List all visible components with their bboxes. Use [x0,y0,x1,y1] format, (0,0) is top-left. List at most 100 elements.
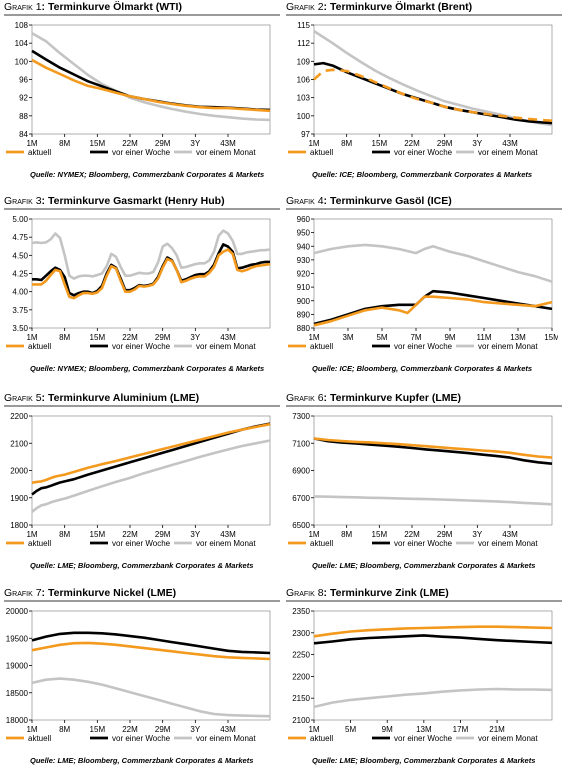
y-tick-label: 20000 [6,607,29,616]
x-tick-label: 3Y [472,530,482,539]
legend-label-monat: vor einem Monat [478,148,538,157]
chart-title-colon: : [41,195,48,207]
y-tick-label: 19500 [6,634,29,643]
x-tick-label: 15M [90,139,106,148]
y-tick-label: 1900 [10,494,28,503]
chart-title-prefix: Grafik 5 [4,392,42,404]
plot-frame [313,610,553,721]
plot-frame [313,415,553,526]
y-tick-label: 84 [19,130,28,139]
y-tick-label: 2200 [292,672,310,681]
x-tick-label: 43M [502,139,518,148]
x-tick-label: 7M [410,333,421,342]
y-tick-label: 18000 [6,716,29,725]
chart-panel-7: Grafik 7: Terminkurve Nickel (LME) 18000 1… [4,587,280,779]
y-tick-label: 1800 [10,521,28,530]
series-line-woche [31,422,271,496]
chart-panel-8: Grafik 8: Terminkurve Zink (LME) 2100 2150… [286,587,562,779]
chart-panel-6: Grafik 6: Terminkurve Kupfer (LME) 6500 67… [286,392,562,584]
y-tick-label: 6700 [292,494,310,503]
chart-source: Quelle: ICE; Bloomberg, Commerzbank Corp… [312,170,533,179]
chart-source: Quelle: ICE; Bloomberg, Commerzbank Corp… [312,364,533,373]
chart-title-colon: : [323,587,330,599]
legend-label-monat: vor einem Monat [196,342,256,351]
legend-label-woche: vor einer Woche [394,342,453,351]
x-tick-label: 1M [308,333,319,342]
chart-title: Grafik 2: Terminkurve Ölmarkt (Brent) [286,1,562,16]
y-tick-label: 890 [297,310,311,319]
x-tick-label: 15M [372,530,388,539]
y-tick-label: 4.50 [12,251,28,260]
x-tick-label: 8M [341,530,352,539]
x-tick-label: 29M [155,725,171,734]
x-tick-label: 22M [122,139,138,148]
x-tick-label: 17M [453,725,469,734]
x-tick-label: 15M [544,333,558,342]
chart-title: Grafik 6: Terminkurve Kupfer (LME) [286,392,562,407]
chart-title-prefix: Grafik 1 [4,1,42,13]
y-tick-label: 112 [297,39,310,48]
x-tick-label: 21M [489,725,505,734]
series-line-monat [31,32,271,122]
chart-title-text: Terminkurve Ölmarkt (Brent) [329,1,473,13]
x-tick-label: 3Y [190,530,200,539]
y-tick-label: 103 [297,94,311,103]
chart-panel-1: Grafik 1: Terminkurve Ölmarkt (WTI) 84 88 9… [4,1,280,193]
chart-svg: 18000 18500 19000 19500 20000 1M 8M 15M 22M 29M 3Y… [6,607,271,743]
chart-source: Quelle: LME; Bloomberg, Commerzbank Corp… [312,756,536,765]
chart-svg: 2100 2150 2200 2250 2300 2350 1M 5M 9M 13M 17M 21M a… [288,607,553,743]
series-line-monat [313,495,553,506]
chart-svg: 6500 6700 6900 7100 7300 1M 8M 15M 22M 29M 3Y 43M ak… [288,412,553,548]
series-line-aktuell [31,58,271,113]
legend-label-aktuell: aktuell [310,539,333,548]
x-tick-label: 15M [372,139,388,148]
chart-title: Grafik 4: Terminkurve Gasöl (ICE) [286,195,562,210]
y-tick-label: 4.75 [12,233,28,242]
y-tick-label: 100 [297,112,311,121]
x-tick-label: 1M [26,530,37,539]
chart-panel-4: Grafik 4: Terminkurve Gasöl (ICE) 880 890 9… [286,195,562,387]
x-tick-label: 29M [437,530,453,539]
y-tick-label: 7100 [292,439,310,448]
x-tick-label: 29M [155,333,171,342]
x-tick-label: 29M [155,139,171,148]
x-tick-label: 3Y [472,139,482,148]
chart-title-colon: : [41,392,48,404]
x-tick-label: 29M [155,530,171,539]
chart-title: Grafik 3: Terminkurve Gasmarkt (Henry Hu… [4,195,280,210]
legend-label-monat: vor einem Monat [196,148,256,157]
y-tick-label: 88 [19,112,28,121]
legend-label-monat: vor einem Monat [478,539,538,548]
y-tick-label: 930 [297,256,311,265]
legend-label-aktuell: aktuell [28,734,51,743]
x-tick-label: 22M [404,139,420,148]
chart-title-colon: : [41,587,48,599]
title-underline [286,14,562,16]
x-tick-label: 3M [342,333,353,342]
y-tick-label: 940 [297,242,311,251]
y-tick-label: 104 [15,39,29,48]
x-tick-label: 13M [416,725,432,734]
x-tick-label: 8M [341,139,352,148]
y-tick-label: 2000 [10,467,28,476]
y-tick-label: 7300 [292,412,310,421]
chart-svg: 3.50 3.75 4.00 4.25 4.50 4.75 5.00 1M 8M 15M 22M 29… [6,215,271,351]
series-line-woche [313,634,553,645]
x-tick-label: 1M [26,333,37,342]
title-underline [286,600,562,602]
series-line-monat [313,687,553,709]
legend-label-woche: vor einer Woche [394,539,453,548]
y-tick-label: 6900 [292,467,310,476]
x-tick-label: 43M [502,530,518,539]
x-tick-label: 5M [376,333,387,342]
y-tick-label: 5.00 [12,215,28,224]
chart-title-colon: : [41,1,48,13]
y-tick-label: 109 [297,57,311,66]
chart-title-prefix: Grafik 6 [286,392,324,404]
y-tick-label: 880 [297,324,311,333]
y-tick-label: 108 [15,21,29,30]
chart-svg: 97 100 103 106 109 112 115 1M 8M 15M 22M 29M 3Y 43M ak… [288,21,553,157]
x-tick-label: 22M [122,530,138,539]
series-line-monat [31,439,271,513]
y-tick-label: 6500 [292,521,310,530]
